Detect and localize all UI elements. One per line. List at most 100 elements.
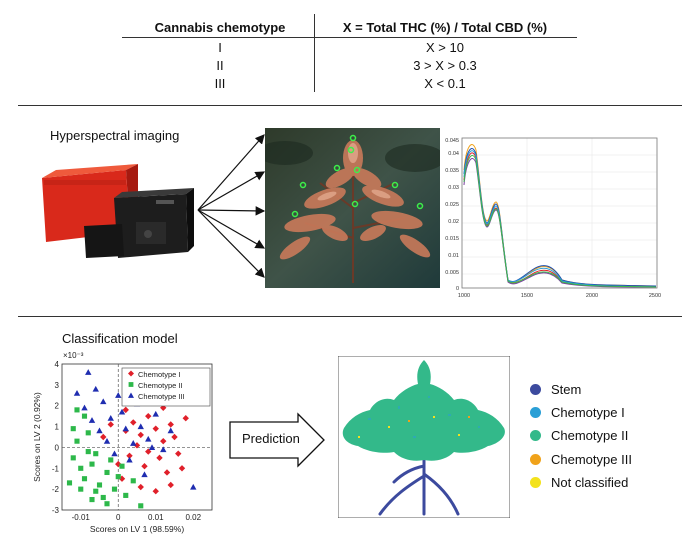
reflectance-spectrum-plot: 0 0.005 0.01 0.015 0.02 0.025 0.03 0.035…	[442, 130, 667, 302]
scatter-point-chemotype-ii	[81, 413, 88, 419]
scatter-point-chemotype-i	[156, 454, 163, 462]
scatter-point-chemotype-iii	[103, 437, 111, 444]
scatter-point-chemotype-ii	[70, 455, 76, 461]
table-cell-condition: X > 10	[426, 40, 464, 55]
table-header-rule	[122, 37, 577, 38]
legend-item-chemotype-ii: Chemotype II	[530, 428, 628, 443]
scatter-point-chemotype-iii	[107, 415, 114, 421]
spectrum-y-tick: 0.04	[448, 151, 459, 157]
scatter-point-chemotype-i	[163, 469, 171, 476]
scatter-point-chemotype-iii	[148, 444, 156, 450]
scatter-x-tick: 0.02	[185, 513, 201, 522]
scatter-point-chemotype-iii	[152, 410, 159, 417]
scatter-point-chemotype-i	[178, 465, 186, 472]
section-divider-bottom	[18, 316, 682, 317]
spectrum-x-tick: 2000	[586, 293, 598, 299]
legend-swatch	[530, 454, 541, 465]
scatter-point-chemotype-ii	[130, 478, 136, 484]
scatter-point-chemotype-i	[137, 431, 144, 439]
table-header-chemotype: Cannabis chemotype	[154, 20, 286, 35]
scatter-y-axis-label: Scores on LV 2 (0.92%)	[32, 392, 42, 482]
scatter-point-chemotype-i	[122, 406, 129, 414]
scatter-point-chemotype-ii	[115, 474, 121, 480]
scatter-legend-marker	[128, 370, 134, 377]
scatter-point-chemotype-iii	[141, 471, 148, 478]
legend-label: Chemotype II	[551, 428, 629, 443]
scatter-point-chemotype-i	[145, 448, 152, 455]
scatter-point-chemotype-ii	[93, 451, 99, 457]
plant-hyperspectral-image	[265, 128, 440, 288]
scatter-point-chemotype-iii	[118, 408, 126, 415]
legend-label: Not classified	[551, 475, 629, 490]
hyperspectral-title: Hyperspectral imaging	[50, 128, 180, 143]
scatter-point-chemotype-iii	[190, 483, 197, 490]
spectrum-y-tick: 0.015	[445, 236, 459, 242]
scatter-point-chemotype-ii	[100, 494, 106, 501]
scatter-point-chemotype-i	[167, 421, 174, 428]
table-cell-condition: X < 0.1	[424, 76, 466, 91]
spectrum-y-tick: 0.03	[448, 185, 459, 191]
scatter-point-chemotype-iii	[115, 392, 122, 398]
scatter-legend: Chemotype I Chemotype II Chemotype III	[121, 367, 211, 407]
scatter-point-chemotype-i	[175, 450, 182, 457]
prediction-arrow	[229, 412, 325, 468]
legend-swatch	[530, 430, 541, 441]
legend-label: Stem	[551, 382, 582, 397]
scatter-point-chemotype-iii	[167, 427, 174, 434]
scatter-point-chemotype-ii	[96, 482, 103, 488]
scatter-point-chemotype-ii	[93, 488, 99, 494]
pls-da-scatter-plot: -3 -2 -1 0 1 2 3 4 -0.01 0 0.01 0.02 ×10⁻³ Scores …	[32, 351, 213, 534]
spectrum-x-tick: 1500	[521, 293, 533, 299]
scatter-point-chemotype-iii	[81, 404, 88, 411]
scatter-point-chemotype-i	[182, 415, 189, 422]
table-cell-chemotype: II	[216, 58, 224, 73]
legend-label: Chemotype III	[551, 452, 632, 467]
scatter-x-axis-label: Scores on LV 1 (98.59%)	[90, 524, 185, 534]
scatter-y-tick: -2	[52, 485, 60, 494]
scatter-point-chemotype-i	[145, 412, 152, 420]
legend-item-not-classified: Not classified	[530, 475, 628, 490]
classification-title: Classification model	[62, 331, 178, 346]
scatter-point-chemotype-i	[141, 463, 148, 470]
scatter-point-chemotype-ii	[74, 407, 80, 413]
prediction-map-image	[338, 356, 510, 518]
scatter-point-chemotype-iii	[96, 427, 103, 434]
scatter-x-tick: -0.01	[72, 513, 91, 522]
scatter-point-chemotype-iii	[73, 390, 81, 396]
scatter-point-chemotype-ii	[104, 501, 110, 507]
scatter-y-tick: 0	[55, 443, 60, 452]
scatter-x-tick: 0	[116, 513, 121, 522]
scatter-point-chemotype-i	[133, 442, 141, 449]
scatter-point-chemotype-ii	[119, 463, 125, 469]
scatter-point-chemotype-iii	[145, 435, 152, 442]
spectrum-y-tick: 0.005	[445, 270, 459, 276]
scatter-legend-label: Chemotype II	[138, 381, 183, 390]
scatter-point-chemotype-i	[171, 433, 178, 441]
scatter-point-chemotype-ii	[108, 457, 114, 463]
scatter-point-chemotype-i	[160, 437, 167, 445]
scatter-y-tick: -1	[52, 464, 60, 473]
scatter-point-chemotype-iii	[130, 440, 137, 446]
scatter-point-chemotype-iii	[126, 456, 133, 463]
scatter-point-chemotype-iii	[92, 385, 99, 392]
table-cell-condition: 3 > X > 0.3	[413, 58, 477, 73]
scatter-point-chemotype-ii	[89, 497, 95, 503]
section-divider-top	[18, 105, 682, 106]
scatter-point-chemotype-i	[160, 404, 167, 411]
scatter-point-chemotype-i	[137, 483, 144, 491]
table-header-ratio: X = Total THC (%) / Total CBD (%)	[342, 20, 548, 35]
spectrum-y-tick: 0.025	[445, 202, 459, 208]
table-column-divider	[314, 14, 315, 92]
sampling-arrows	[197, 134, 266, 278]
legend-swatch	[530, 384, 541, 395]
legend-label: Chemotype I	[551, 405, 625, 420]
prediction-label: Prediction	[242, 431, 300, 446]
scatter-point-chemotype-iii	[111, 450, 118, 457]
spectrum-curve	[463, 155, 657, 288]
scatter-point-chemotype-ii	[78, 465, 84, 471]
scatter-y-tick: 2	[55, 402, 60, 411]
table-cell-chemotype: I	[218, 40, 222, 55]
scatter-point-chemotype-ii	[123, 492, 129, 498]
scatter-point-chemotype-ii	[66, 480, 73, 486]
spectrum-x-tick: 2500	[649, 293, 661, 299]
